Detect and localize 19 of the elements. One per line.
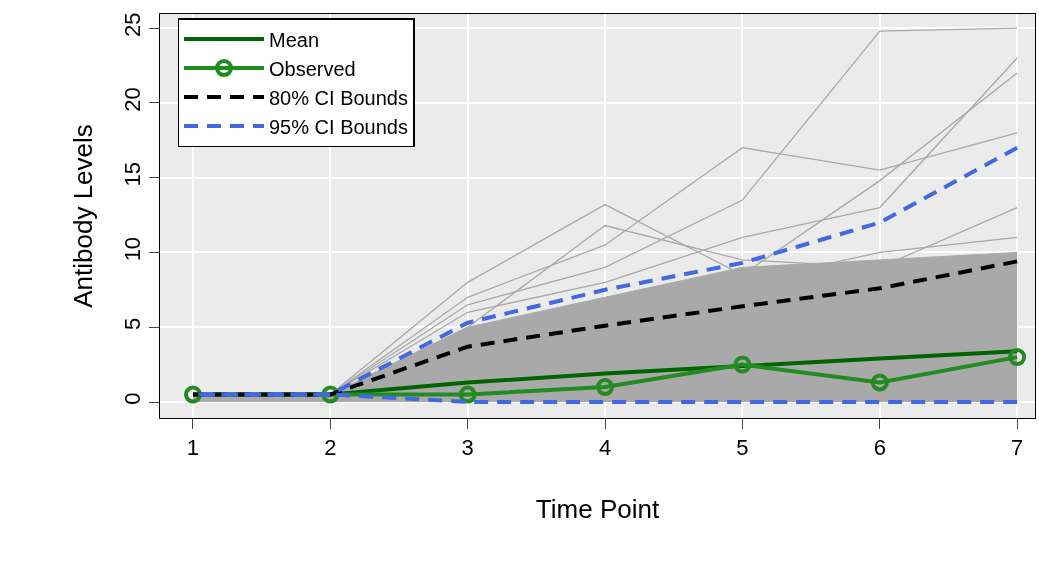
- y-tick-label: 25: [120, 12, 146, 37]
- legend-label: 80% CI Bounds: [269, 86, 408, 109]
- legend-label: 95% CI Bounds: [269, 115, 408, 138]
- y-tick-label: 0: [120, 392, 146, 405]
- x-tick-label: 5: [736, 435, 749, 461]
- y-tick-label: 15: [120, 162, 146, 187]
- x-tick-label: 1: [186, 435, 200, 461]
- y-tick-label: 5: [120, 317, 146, 331]
- x-tick-label: 6: [873, 435, 886, 461]
- x-axis-title: Time Point: [535, 494, 660, 525]
- y-axis-title: Antibody Levels: [67, 124, 98, 308]
- y-tick-label: 10: [120, 236, 146, 262]
- x-tick-label: 7: [1011, 435, 1024, 461]
- legend-label: Mean: [269, 28, 320, 51]
- x-tick-label: 2: [324, 435, 337, 461]
- y-tick-label: 20: [120, 87, 146, 112]
- x-tick-label: 4: [598, 435, 612, 461]
- legend-label: Observed: [269, 57, 356, 80]
- x-tick-label: 3: [461, 435, 474, 461]
